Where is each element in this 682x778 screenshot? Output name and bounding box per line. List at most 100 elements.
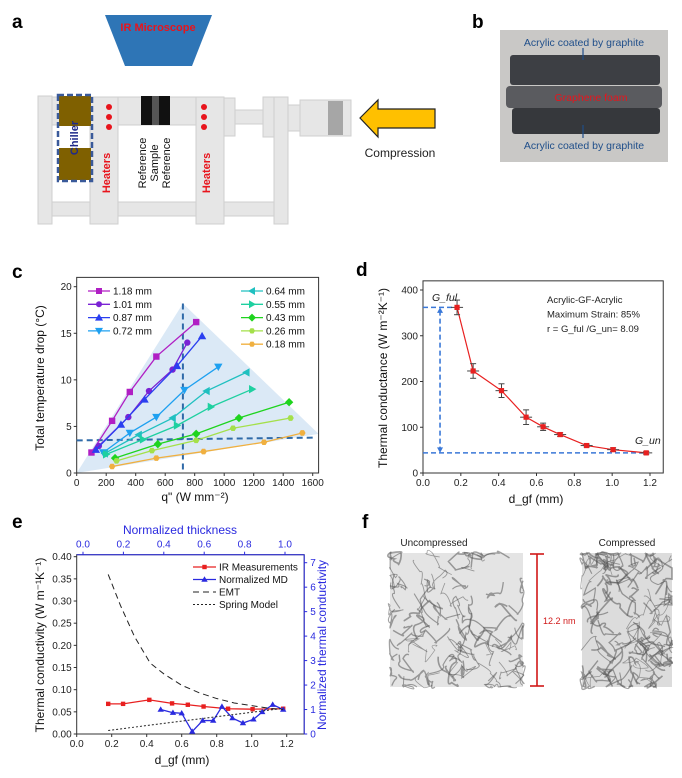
data-point	[470, 368, 476, 374]
texture-stroke	[425, 549, 452, 575]
y2-tick-label: 0	[310, 730, 316, 741]
legend-label: EMT	[219, 588, 240, 599]
texture-stroke	[397, 669, 425, 681]
data-point	[201, 576, 208, 582]
arrow-head-up-icon	[437, 307, 444, 313]
x-tick-label: 1.0	[245, 739, 259, 750]
texture-stroke	[391, 573, 407, 591]
y-tick-label: 0.40	[52, 552, 72, 563]
texture-stroke	[579, 554, 593, 575]
data-point	[148, 447, 156, 454]
texture-stroke	[463, 551, 483, 561]
y-tick-label: 0	[412, 469, 418, 480]
texture-stroke	[580, 635, 612, 663]
plot-frame	[422, 280, 664, 474]
y-tick-label: 0.35	[52, 574, 72, 585]
legend-label: 0.72 mm	[113, 326, 152, 337]
data-point	[103, 450, 111, 459]
texture-stroke	[491, 634, 513, 656]
panel-label-e: e	[12, 512, 23, 533]
g-un-label: G_un	[635, 435, 661, 447]
texture-stroke	[619, 672, 634, 690]
heater-block-left	[89, 96, 119, 225]
texture-stroke	[457, 640, 477, 664]
y-tick-label: 300	[401, 331, 418, 342]
texture-stroke	[432, 601, 461, 621]
x-tick-label: 0.4	[140, 739, 154, 750]
x2-tick-label: 1.0	[278, 540, 292, 551]
texture-stroke	[437, 656, 457, 682]
texture-stroke	[588, 552, 632, 582]
ir-microscope	[105, 15, 212, 66]
x-tick-label: 0.8	[210, 739, 224, 750]
y-tick-label: 0.30	[52, 597, 72, 608]
x-tick-label: 1.2	[643, 478, 657, 489]
arrow-head-down-icon	[437, 447, 444, 453]
chiller-block-bottom	[59, 148, 91, 180]
panel-a-schematic: IR Microscope Chiller Heaters Heaters Re…	[37, 15, 436, 225]
texture-stroke	[638, 621, 651, 640]
texture-stroke	[412, 614, 430, 640]
texture-stroke	[446, 636, 475, 656]
data-point	[557, 431, 563, 438]
y-tick-label: 0.10	[52, 685, 72, 696]
texture-stroke	[401, 676, 418, 690]
y-axis-title: Thermal conductivity (W m⁻¹K⁻¹)	[33, 558, 47, 733]
series-line-emt	[107, 574, 284, 711]
panel-label-f: f	[362, 512, 369, 533]
texture-stroke	[583, 580, 599, 611]
data-point	[172, 361, 182, 370]
heater-dots	[106, 104, 207, 130]
legend-label: 0.64 mm	[266, 287, 305, 298]
legend-label: 0.43 mm	[266, 313, 305, 324]
x2-tick-label: 0.4	[157, 540, 171, 551]
legend-label: IR Measurements	[219, 563, 298, 574]
data-point	[454, 304, 460, 310]
y-tick-label: 0.15	[52, 663, 72, 674]
texture-stroke	[387, 608, 397, 629]
stack-label-reference-2: Reference	[161, 138, 173, 189]
texture-stroke	[644, 552, 660, 575]
texture-stroke	[408, 633, 428, 653]
data-point	[250, 716, 257, 722]
texture-stroke	[494, 602, 518, 622]
y2-tick-label: 2	[310, 681, 316, 692]
frame-left-post	[37, 95, 53, 225]
data-point	[498, 388, 505, 394]
texture-stroke	[424, 644, 438, 663]
texture-stroke	[653, 614, 671, 626]
texture-stroke	[647, 649, 672, 668]
data-point	[249, 300, 256, 309]
y2-tick-label: 6	[310, 583, 316, 594]
texture-stroke	[396, 630, 426, 647]
data-point	[96, 288, 102, 294]
data-point	[259, 708, 266, 715]
texture-stroke	[615, 579, 640, 618]
y-axis-title: Total temperature drop (°C)	[33, 305, 47, 451]
texture-stroke	[470, 550, 510, 569]
data-point	[225, 706, 231, 711]
texture-stroke	[389, 551, 402, 570]
texture-stroke	[643, 595, 660, 626]
texture-stroke	[602, 558, 620, 575]
data-point	[260, 439, 268, 446]
panel-f-md-snapshots: Uncompressed Compressed 12.2 nm	[386, 538, 674, 691]
data-point	[169, 701, 175, 706]
texture-stroke	[624, 626, 641, 647]
data-point	[249, 328, 255, 334]
legend-label: Normalized MD	[219, 575, 288, 586]
data-point	[108, 463, 116, 470]
texture-stroke	[606, 577, 631, 593]
y2-tick-label: 5	[310, 607, 316, 618]
x-tick-label: 600	[157, 478, 174, 489]
legend-label: 1.18 mm	[113, 287, 152, 298]
panel-e-chart: 0.0 0.2 0.4 0.6 0.8 1.0 1.20.000.050.100.150.2…	[33, 523, 329, 767]
data-point	[169, 709, 177, 715]
texture-stroke	[609, 552, 622, 576]
data-point	[229, 714, 236, 721]
y2-axis-title: Normalized thermal conductivity	[315, 560, 329, 730]
texture-stroke	[579, 671, 596, 691]
texture-stroke	[602, 641, 631, 687]
stack-label-reference-1: Reference	[137, 138, 149, 189]
